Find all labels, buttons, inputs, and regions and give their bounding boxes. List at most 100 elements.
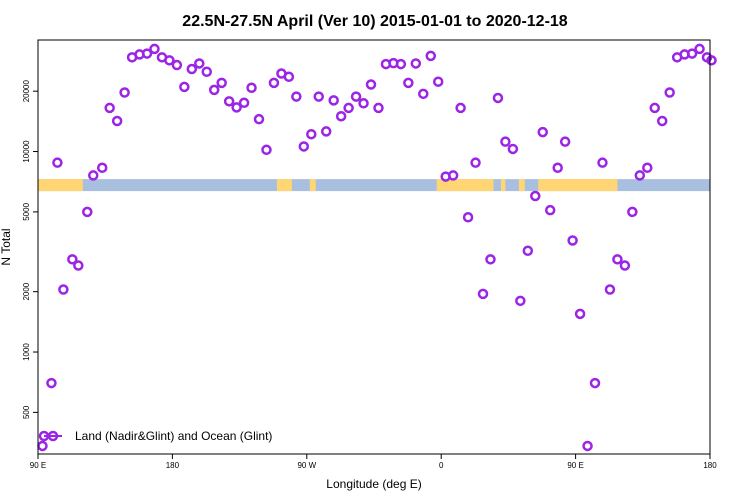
data-point <box>231 102 242 113</box>
data-point <box>418 88 429 100</box>
data-point <box>619 260 631 271</box>
data-point <box>194 58 205 69</box>
surface-type-strip <box>38 179 710 192</box>
y-tick-label: 1000 <box>22 343 31 361</box>
data-point <box>238 97 250 109</box>
data-point <box>82 206 93 218</box>
data-point <box>500 136 511 147</box>
data-point <box>537 126 548 138</box>
data-point <box>612 254 623 265</box>
data-point <box>425 50 436 62</box>
y-tick-label: 2000 <box>22 282 31 300</box>
data-point <box>597 157 608 168</box>
data-point <box>574 308 586 320</box>
data-point <box>223 96 235 107</box>
data-points <box>37 43 717 452</box>
x-tick-label: 180 <box>166 461 180 470</box>
data-point <box>343 102 354 114</box>
data-point <box>261 144 272 156</box>
x-tick-label: 90 W <box>297 461 316 470</box>
y-tick-label: 20000 <box>22 80 31 103</box>
legend-label: Land (Nadir&Glint) and Ocean (Glint) <box>75 429 272 443</box>
data-point <box>141 48 153 59</box>
data-point <box>544 204 556 216</box>
land-segment <box>518 179 525 192</box>
data-point <box>410 58 422 69</box>
x-axis-label: Longitude (deg E) <box>326 477 421 491</box>
data-point <box>365 79 377 90</box>
data-point <box>477 288 489 300</box>
land-segment <box>500 179 506 192</box>
x-tick-label: 90 E <box>30 461 46 470</box>
data-point <box>119 87 130 98</box>
data-point <box>216 77 227 89</box>
data-point <box>694 43 705 55</box>
data-point <box>395 58 407 70</box>
data-point <box>656 115 668 127</box>
land-segment <box>309 179 316 192</box>
data-point <box>320 126 332 137</box>
data-point <box>462 212 474 223</box>
data-point <box>283 71 295 83</box>
data-point <box>706 55 717 66</box>
data-point <box>186 63 198 75</box>
land-segment <box>538 179 618 192</box>
y-axis-label: N Total <box>0 228 13 265</box>
data-point <box>268 77 280 89</box>
data-point <box>111 115 123 127</box>
x-tick-label: 0 <box>439 461 444 470</box>
data-point <box>73 260 84 271</box>
data-point <box>350 91 362 102</box>
data-point <box>515 295 526 307</box>
data-point <box>52 157 63 168</box>
x-axis: 90 E 180 90 W 0 90 E 180 <box>30 454 717 470</box>
data-point <box>313 91 324 102</box>
x-tick-label: 180 <box>703 461 717 470</box>
data-point <box>291 91 302 102</box>
data-point <box>567 235 578 246</box>
data-point <box>552 162 563 174</box>
chart-title: 22.5N-27.5N April (Ver 10) 2015-01-01 to… <box>182 13 568 30</box>
y-tick-label: 5000 <box>22 202 31 220</box>
data-point <box>104 102 115 114</box>
data-point <box>37 440 48 452</box>
data-point <box>627 206 638 218</box>
data-point <box>664 87 675 98</box>
data-point <box>432 76 444 87</box>
data-point <box>455 102 466 114</box>
data-point <box>582 440 593 452</box>
data-point <box>642 162 653 174</box>
data-point <box>559 136 571 147</box>
data-point <box>298 141 310 152</box>
data-point <box>447 170 459 181</box>
legend: Land (Nadir&Glint) and Ocean (Glint) <box>38 429 272 443</box>
data-point <box>604 284 616 295</box>
data-point <box>96 162 108 174</box>
data-point <box>88 170 99 181</box>
data-point <box>335 110 347 122</box>
plot-frame <box>37 39 711 455</box>
data-point <box>67 254 78 265</box>
data-point <box>530 190 541 202</box>
land-segment <box>436 179 494 192</box>
data-point <box>179 81 190 93</box>
y-tick-label: 500 <box>22 405 31 419</box>
data-point <box>358 98 369 109</box>
data-point <box>253 113 265 125</box>
data-point <box>634 170 646 181</box>
data-point <box>470 157 481 168</box>
data-point <box>373 102 384 114</box>
data-point <box>46 377 57 389</box>
data-point <box>164 55 175 66</box>
land-segment <box>38 179 83 192</box>
data-point <box>201 66 212 78</box>
data-point <box>507 143 519 155</box>
legend-marker <box>47 430 59 442</box>
data-point <box>485 254 496 265</box>
data-point <box>58 284 69 295</box>
data-point <box>306 128 317 140</box>
data-point <box>246 82 257 94</box>
x-tick-label: 90 E <box>567 461 583 470</box>
data-point <box>492 92 504 104</box>
